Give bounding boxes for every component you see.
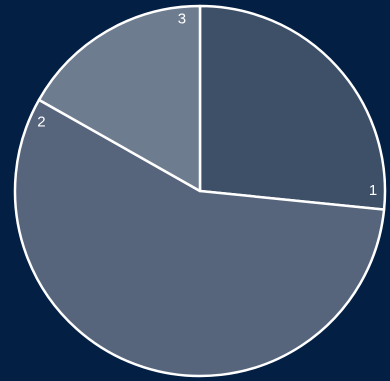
pie-slice-label-3: 3 xyxy=(178,10,186,27)
pie-slice-label-1: 1 xyxy=(369,182,377,199)
pie-slice-1 xyxy=(198,4,387,211)
pie-slice-label-2: 2 xyxy=(37,113,45,130)
pie-slices xyxy=(13,4,387,378)
pie-slice-2 xyxy=(13,98,386,378)
pie-slice-3 xyxy=(37,4,202,193)
pie-slice-labels: 1 2 3 xyxy=(37,10,377,198)
